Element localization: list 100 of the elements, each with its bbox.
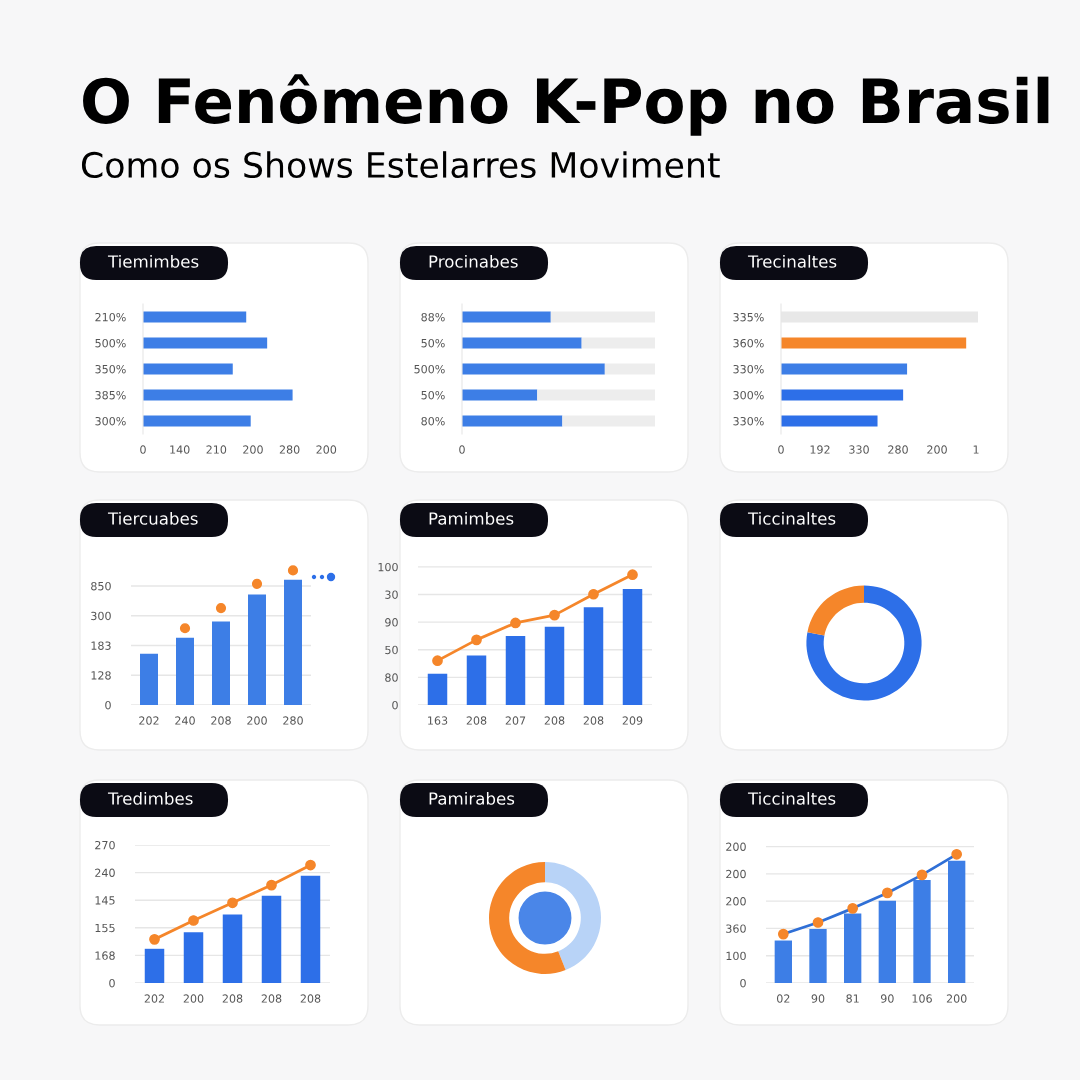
text: 200 xyxy=(316,445,337,454)
text: O Fenômeno K-Pop no Brasil xyxy=(83,74,1049,136)
bar xyxy=(300,875,321,983)
text: 145 xyxy=(95,896,115,905)
text: 360 xyxy=(726,924,746,933)
bar xyxy=(143,389,293,401)
text: 0 xyxy=(778,445,784,454)
text: 0 xyxy=(105,700,111,710)
chart-title: Ticcinaltes xyxy=(747,791,836,805)
x-tick-label: 208 xyxy=(466,716,487,725)
text: 200 xyxy=(726,869,746,879)
point xyxy=(227,897,238,909)
point xyxy=(627,569,638,581)
x-tick-label: 200 xyxy=(247,716,267,725)
bar xyxy=(143,337,268,349)
text: 200 xyxy=(726,897,746,906)
chart-title: Pamimbes xyxy=(429,511,514,525)
y-tick-label: 335% xyxy=(733,312,764,322)
bar xyxy=(781,415,878,427)
chart-title: Procinabes xyxy=(429,254,518,268)
x-tick-label: 02 xyxy=(777,994,790,1003)
y-tick-label: 300% xyxy=(733,390,764,400)
x-tick-label: 207 xyxy=(505,716,526,725)
text: 128 xyxy=(91,671,111,680)
x-tick-label: 209 xyxy=(622,716,643,725)
bar xyxy=(781,363,908,375)
text: 280 xyxy=(279,445,300,454)
bar xyxy=(462,415,563,427)
x-tick-label: 208 xyxy=(261,994,282,1003)
donut-slice xyxy=(545,862,601,971)
text: 0 xyxy=(109,978,115,988)
point xyxy=(471,634,482,646)
bar xyxy=(913,880,931,983)
text: 300 xyxy=(91,611,111,621)
text: 80 xyxy=(385,673,398,682)
text: 168 xyxy=(95,951,115,960)
text: 100 xyxy=(378,562,398,572)
text: 50 xyxy=(385,645,398,655)
x-tick-label: 208 xyxy=(544,716,565,725)
bar xyxy=(212,621,230,705)
x-tick-label: 202 xyxy=(144,994,164,1003)
bar xyxy=(948,860,966,983)
x-tick-label: 208 xyxy=(211,716,231,725)
x-tick-label: 90 xyxy=(811,994,825,1003)
point xyxy=(588,588,599,600)
text: Como os Shows Estelarres Moviment xyxy=(81,151,720,179)
x-tick-label: 240 xyxy=(175,716,195,725)
y-tick-label: 300% xyxy=(95,416,126,426)
bar xyxy=(466,655,487,705)
point xyxy=(149,934,160,945)
bar xyxy=(537,389,655,401)
y-tick-label: 210% xyxy=(95,312,126,322)
text: 330 xyxy=(849,445,869,454)
bar xyxy=(562,415,655,427)
x-tick-label: 208 xyxy=(300,994,321,1003)
bar xyxy=(143,363,233,375)
donut-slice xyxy=(807,585,864,636)
x-tick-label: 163 xyxy=(428,716,448,725)
bar xyxy=(809,928,827,983)
y-tick-label: 360% xyxy=(733,338,764,348)
text: 30 xyxy=(385,590,398,599)
x-tick-label: 208 xyxy=(222,994,243,1003)
bar xyxy=(176,637,194,705)
bar xyxy=(550,311,655,323)
y-tick-label: 500% xyxy=(414,364,445,374)
bar xyxy=(140,653,158,705)
y-tick-label: 385% xyxy=(95,390,126,400)
text: 210 xyxy=(206,445,227,454)
text: 1 xyxy=(973,445,979,454)
bar xyxy=(143,415,251,427)
bar xyxy=(462,337,582,349)
x-tick-label: 202 xyxy=(139,716,159,725)
text: 240 xyxy=(95,868,115,877)
text: 183 xyxy=(91,641,111,650)
chart-title: Ticcinaltes xyxy=(747,511,836,525)
bar xyxy=(462,363,605,375)
text: 90 xyxy=(385,618,398,627)
bar xyxy=(781,337,967,349)
bar xyxy=(544,626,565,705)
bar xyxy=(183,932,204,983)
y-tick-label: 88% xyxy=(421,312,445,322)
text: 192 xyxy=(810,445,830,454)
bar xyxy=(781,389,904,401)
y-tick-label: 80% xyxy=(421,416,445,426)
text: 0 xyxy=(140,445,146,454)
donut-slice xyxy=(489,862,566,974)
text: 200 xyxy=(243,445,263,454)
y-tick-label: 50% xyxy=(421,390,445,400)
chart-title: Tiercuabes xyxy=(107,511,198,525)
bar xyxy=(462,311,551,323)
text: 0 xyxy=(459,445,465,454)
x-tick-label: 280 xyxy=(283,716,303,725)
point xyxy=(305,859,316,871)
x-tick-label: 208 xyxy=(583,716,604,725)
x-tick-label: 106 xyxy=(912,994,932,1003)
bar xyxy=(604,363,655,375)
x-tick-label: 90 xyxy=(880,994,894,1003)
bar xyxy=(844,913,862,983)
text: 270 xyxy=(95,840,115,850)
point xyxy=(215,602,227,614)
